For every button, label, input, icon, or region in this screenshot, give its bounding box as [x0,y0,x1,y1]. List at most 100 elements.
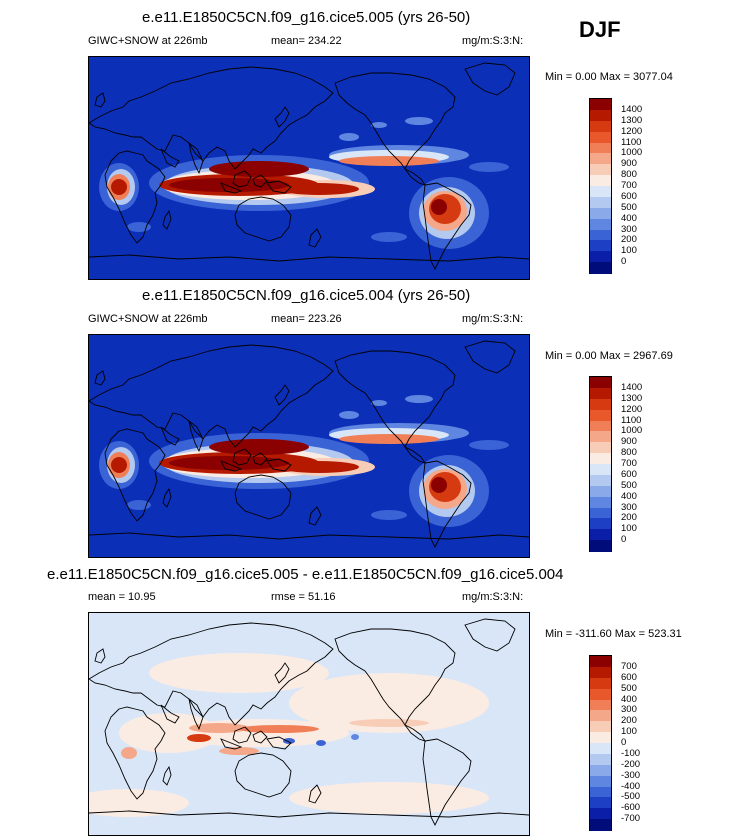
field-contour [316,740,326,746]
coastline [104,150,166,244]
colorbar-box [590,464,611,476]
colorbar-tick-label: 1200 [621,125,643,137]
colorbar-tick-label: 300 [621,223,637,235]
colorbar-box [590,186,611,198]
coastline [422,738,472,827]
field-contour [431,199,447,215]
field-contour [209,439,309,455]
field-contour [283,738,295,744]
panel2-units: mg/m:S:3:N: [462,313,524,325]
panel3-map-svg [89,613,529,835]
field-contour [149,653,329,693]
panel3-units: mg/m:S:3:N: [462,591,524,603]
colorbar-box [590,142,611,154]
colorbar-box [590,753,611,766]
coastline [266,458,292,472]
panel3-minmax: Min = -311.60 Max = 523.31 [545,628,682,640]
coastline [274,106,290,128]
coastline [274,662,290,684]
field-contour [405,117,433,125]
coastline [220,460,243,472]
panel1-map [88,56,530,280]
coastline [274,384,290,406]
coastline [232,726,252,744]
colorbar-tick-label: 600 [621,190,637,202]
coastline [252,730,268,744]
panel3-map [88,612,530,836]
colorbar-tick-label: 0 [621,534,627,546]
colorbar-box [590,262,611,274]
panel1-minmax: Min = 0.00 Max = 3077.04 [545,71,673,83]
field-contour [351,734,359,740]
colorbar-tick-label: 700 [621,660,637,672]
colorbar-tick-label: 1400 [621,103,643,115]
colorbar-box [590,743,611,755]
colorbar-tick-label: -400 [621,780,641,792]
field-contour [289,673,489,733]
coastline [104,428,166,522]
colorbar-tick-label: 1000 [621,425,643,437]
coastline [464,62,516,96]
colorbar-box [590,656,611,668]
field-contour [371,122,387,128]
colorbar-tick-label: 100 [621,726,637,738]
colorbar-tick-label: 0 [621,256,627,268]
colorbar-box [590,196,611,209]
field-contour [371,400,387,406]
coastline [266,180,292,194]
colorbar-tick-label: 500 [621,479,637,491]
coastline [422,460,472,549]
colorbar-tick-label: 500 [621,201,637,213]
field-contour [469,440,509,450]
panel1-units: mg/m:S:3:N: [462,35,524,47]
field-contour [121,747,137,759]
panel2-mean-label: mean= 223.26 [271,313,342,325]
colorbar-tick-label: -300 [621,769,641,781]
colorbar-box [590,164,611,176]
colorbar-box [590,131,611,143]
field-contour [239,725,319,733]
colorbar-box [590,540,611,552]
colorbar-box [590,474,611,487]
field-contour [279,461,359,473]
colorbar-box [590,377,611,389]
colorbar-tick-label: 800 [621,169,637,181]
colorbar-box [590,453,611,465]
colorbar-box [590,207,611,220]
colorbar-box [590,109,611,122]
coastline [160,148,180,168]
panel2-title: e.e11.E1850C5CN.f09_g16.cice5.004 (yrs 2… [142,287,471,304]
coastline [188,419,204,453]
field-contour [339,156,439,166]
colorbar-box [590,677,611,690]
coastline [162,765,172,786]
colorbar-tick-label: -600 [621,802,641,814]
colorbar-box [590,775,611,787]
colorbar-tick-label: 900 [621,436,637,448]
coastline [104,706,166,800]
coastline [334,72,456,170]
field-contour [187,734,211,742]
coastline [89,254,529,262]
colorbar-tick-label: 700 [621,458,637,469]
coastline [188,697,204,731]
coastline [252,452,268,466]
colorbar-tick-label: 400 [621,490,637,502]
field-contour [111,179,127,195]
panel3-title: e.e11.E1850C5CN.f09_g16.cice5.005 - e.e1… [47,566,564,583]
field-contour [111,457,127,473]
coastline [464,618,516,652]
field-contour [169,178,289,192]
panel1-map-svg [89,57,529,279]
coastline [160,426,180,446]
colorbar-tick-label: 500 [621,682,637,694]
coastline [162,209,172,230]
panel1-title: e.e11.E1850C5CN.f09_g16.cice5.005 (yrs 2… [142,9,471,26]
coastline [422,182,472,271]
field-contour [371,232,407,242]
coastline [266,736,292,750]
coastline [162,487,172,508]
coastline [220,182,243,194]
colorbar-box [590,99,611,111]
field-contour [339,411,359,419]
